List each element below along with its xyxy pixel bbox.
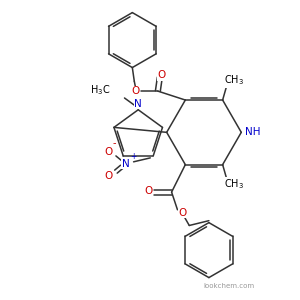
- Text: N: N: [121, 159, 129, 169]
- Text: N: N: [122, 159, 130, 169]
- Text: O: O: [158, 70, 166, 80]
- Text: H$_3$C: H$_3$C: [90, 83, 111, 97]
- Text: lookchem.com: lookchem.com: [203, 284, 254, 290]
- Text: N: N: [134, 99, 142, 109]
- Text: -: -: [113, 138, 116, 148]
- Text: CH$_3$: CH$_3$: [224, 177, 244, 191]
- Text: O: O: [104, 171, 112, 181]
- Text: O: O: [178, 208, 187, 218]
- Text: O: O: [144, 186, 152, 196]
- Text: NH: NH: [245, 127, 261, 137]
- Text: O: O: [104, 147, 112, 157]
- Text: +: +: [130, 152, 137, 161]
- Text: CH$_3$: CH$_3$: [224, 74, 244, 87]
- Text: O: O: [131, 86, 140, 96]
